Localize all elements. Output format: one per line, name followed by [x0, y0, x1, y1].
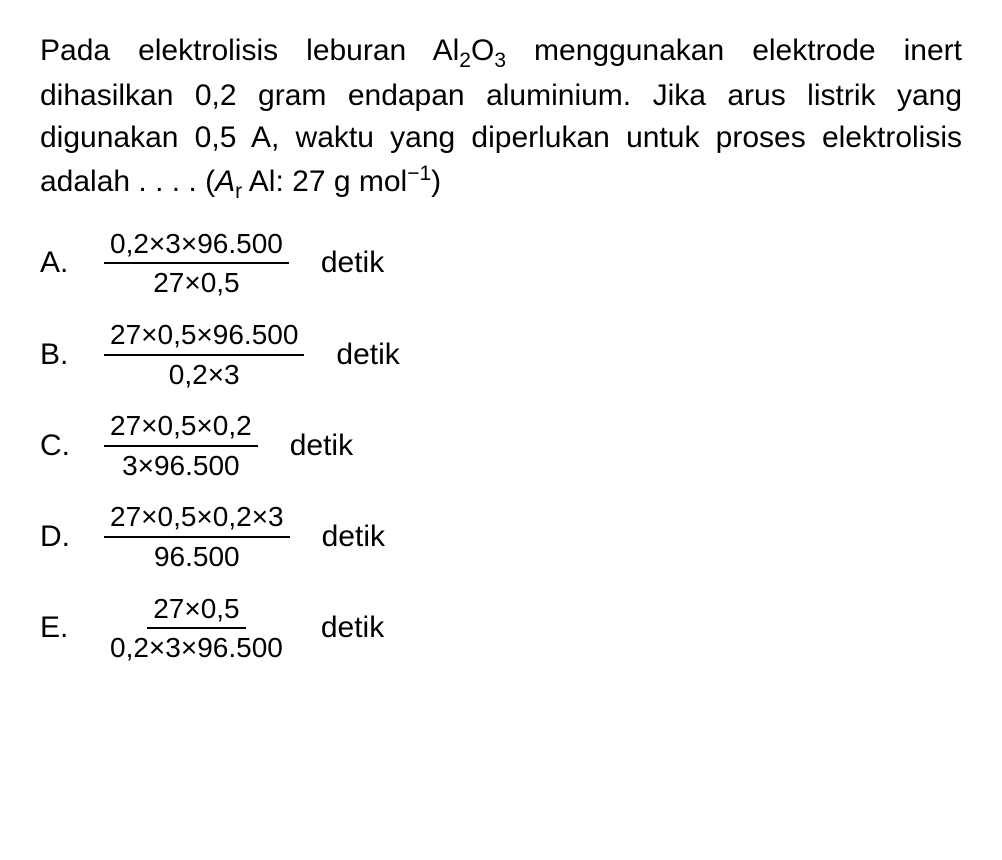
option-a: A. 0,2×3×96.500 27×0,5 detik — [40, 227, 962, 300]
option-b-numerator: 27×0,5×96.500 — [104, 318, 304, 356]
option-b-unit: detik — [336, 338, 399, 372]
option-a-numerator: 0,2×3×96.500 — [104, 227, 289, 265]
option-d-label: D. — [40, 520, 80, 554]
option-a-fraction: 0,2×3×96.500 27×0,5 — [104, 227, 289, 300]
question-end: ) — [431, 165, 441, 198]
option-c: C. 27×0,5×0,2 3×96.500 detik — [40, 409, 962, 482]
option-d: D. 27×0,5×0,2×3 96.500 detik — [40, 500, 962, 573]
ar-italic: A — [215, 165, 235, 198]
question-text: Pada elektrolisis leburan Al2O3 mengguna… — [40, 30, 962, 207]
option-e: E. 27×0,5 0,2×3×96.500 detik — [40, 592, 962, 665]
option-c-unit: detik — [290, 429, 353, 463]
question-part1: Pada elektrolisis leburan Al — [40, 34, 459, 67]
option-a-unit: detik — [321, 246, 384, 280]
option-a-denominator: 27×0,5 — [147, 264, 245, 300]
option-e-fraction: 27×0,5 0,2×3×96.500 — [104, 592, 289, 665]
option-e-label: E. — [40, 611, 80, 645]
option-c-denominator: 3×96.500 — [116, 447, 246, 483]
option-b-denominator: 0,2×3 — [163, 356, 246, 392]
option-d-denominator: 96.500 — [148, 538, 246, 574]
option-a-label: A. — [40, 246, 80, 280]
option-c-fraction: 27×0,5×0,2 3×96.500 — [104, 409, 258, 482]
option-d-fraction: 27×0,5×0,2×3 96.500 — [104, 500, 290, 573]
ar-sup: −1 — [407, 162, 431, 185]
option-e-denominator: 0,2×3×96.500 — [104, 629, 289, 665]
option-b: B. 27×0,5×96.500 0,2×3 detik — [40, 318, 962, 391]
question-sub2: 3 — [494, 49, 506, 72]
option-e-numerator: 27×0,5 — [147, 592, 245, 630]
option-d-unit: detik — [322, 520, 385, 554]
option-e-unit: detik — [321, 611, 384, 645]
ar-text: Al: 27 g mol — [242, 165, 407, 198]
question-sub1: 2 — [459, 49, 471, 72]
option-b-fraction: 27×0,5×96.500 0,2×3 — [104, 318, 304, 391]
question-part2: O — [471, 34, 494, 67]
options-container: A. 0,2×3×96.500 27×0,5 detik B. 27×0,5×9… — [40, 227, 962, 665]
option-b-label: B. — [40, 338, 80, 372]
option-c-numerator: 27×0,5×0,2 — [104, 409, 258, 447]
option-c-label: C. — [40, 429, 80, 463]
option-d-numerator: 27×0,5×0,2×3 — [104, 500, 290, 538]
